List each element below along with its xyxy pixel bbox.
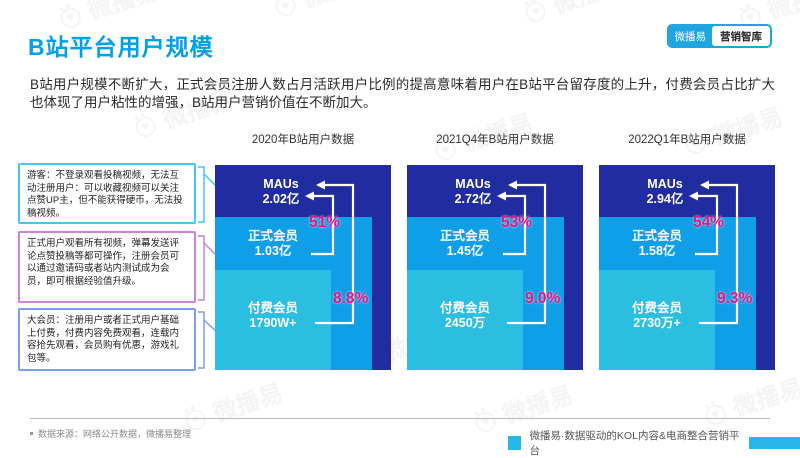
formal-value: 1.58亿 — [638, 244, 676, 258]
bullet-icon — [30, 432, 33, 435]
brand-badge[interactable]: 微播易 营销智库 — [666, 24, 772, 48]
ratio-arrows — [689, 180, 739, 325]
paid-members-rect — [407, 270, 523, 370]
brand-badge-name[interactable]: 微播易 — [674, 30, 707, 43]
maus-value: 2.94亿 — [646, 192, 684, 206]
paid-label: 付费会员 1790W+ — [215, 301, 331, 331]
formal-title: 正式会员 — [631, 229, 682, 243]
intro-paragraph: B站用户规模不断扩大，正式会员注册人数占月活跃用户比例的提高意味着用户在B站平台… — [30, 77, 775, 110]
paid-ratio: 9.3% — [717, 290, 753, 307]
formal-label: 正式会员 1.03亿 — [215, 229, 331, 259]
chart-column-2021q4: 2021Q4年B站用户数据 MAUs 2.72亿 正式会员 1.45亿 付费会员… — [407, 134, 583, 370]
chart-column-2022q1: 2022Q1年B站用户数据 MAUs 2.94亿 正式会员 1.58亿 付费会员… — [599, 134, 775, 370]
formal-title: 正式会员 — [439, 229, 490, 243]
column-header: 2020年B站用户数据 — [251, 134, 355, 146]
paid-label: 付费会员 2450万 — [407, 301, 523, 331]
maus-label: MAUs 2.72亿 — [407, 177, 539, 207]
footer-source: 数据来源：网络公开数据，微播易整理 — [30, 427, 191, 440]
paid-value: 1790W+ — [249, 316, 297, 330]
formal-ratio: 53% — [501, 214, 533, 231]
formal-value: 1.03亿 — [254, 244, 292, 258]
paid-label: 付费会员 2730万+ — [599, 301, 715, 331]
chart-column-2020: 2020年B站用户数据 MAUs 2.02亿 正式会员 1.03亿 付费会员 1… — [215, 134, 391, 370]
footer-source-text: 数据来源：网络公开数据，微播易整理 — [38, 429, 192, 439]
paid-title: 付费会员 — [631, 301, 682, 315]
paid-members-rect — [599, 270, 715, 370]
paid-title: 付费会员 — [247, 301, 298, 315]
maus-label: MAUs 2.02亿 — [215, 177, 347, 207]
brand-bar — [749, 437, 800, 449]
note-visitor: 游客：不登录观看投稿视频，无法互动注册用户：可以收藏视频可以关注点赞UP主，但不… — [18, 163, 196, 224]
formal-label: 正式会员 1.45亿 — [407, 229, 523, 259]
footer-slogan: 微播易·数据驱动的KOL内容&电商整合营销平台 — [529, 430, 740, 457]
paid-ratio: 8.8% — [333, 290, 369, 307]
formal-label: 正式会员 1.58亿 — [599, 229, 715, 259]
maus-value: 2.02亿 — [262, 192, 300, 206]
ratio-arrows — [305, 180, 355, 325]
brand-badge-tagline[interactable]: 营销智库 — [712, 26, 770, 46]
ratio-arrows — [497, 180, 547, 325]
formal-title: 正式会员 — [247, 229, 298, 243]
brand-square-icon — [508, 436, 522, 450]
formal-ratio: 51% — [309, 214, 341, 231]
footer-brand: 微播易·数据驱动的KOL内容&电商整合营销平台 — [508, 428, 800, 458]
footer-divider — [30, 418, 770, 419]
maus-title: MAUs — [263, 177, 299, 191]
maus-title: MAUs — [647, 177, 683, 191]
column-header: 2021Q4年B站用户数据 — [436, 134, 554, 146]
note-formal-user: 正式用户观看所有视频，弹幕发送评论点赞投稿等都可操作，注册会员可以通过邀请码或者… — [18, 231, 196, 303]
paid-title: 付费会员 — [439, 301, 490, 315]
note-premium-member: 大会员：注册用户或者正式用户基础上付费，付费内容免费观看，连载内容抢先观看，会员… — [18, 308, 196, 371]
formal-value: 1.45亿 — [446, 244, 484, 258]
paid-ratio: 9.0% — [525, 290, 561, 307]
paid-value: 2730万+ — [633, 316, 681, 330]
formal-ratio: 54% — [693, 214, 725, 231]
page-title: B站平台用户规模 — [28, 34, 214, 60]
paid-members-rect — [215, 270, 331, 370]
maus-value: 2.72亿 — [454, 192, 492, 206]
paid-value: 2450万 — [444, 316, 486, 330]
maus-title: MAUs — [455, 177, 491, 191]
column-header: 2022Q1年B站用户数据 — [628, 134, 746, 146]
maus-label: MAUs 2.94亿 — [599, 177, 731, 207]
